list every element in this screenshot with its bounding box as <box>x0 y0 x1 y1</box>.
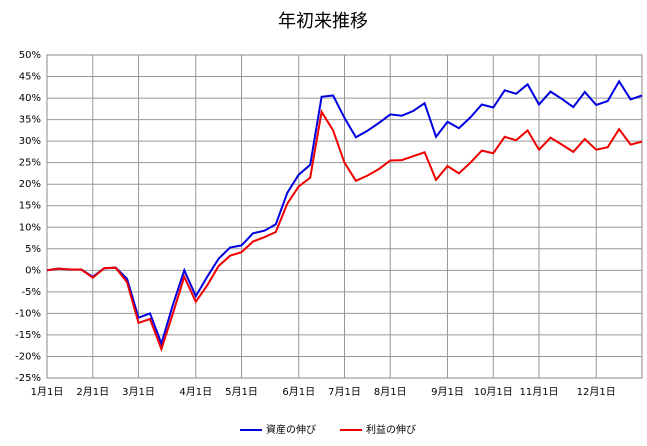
x-tick-label: 1月1日 <box>31 386 64 398</box>
y-tick-label: 35% <box>19 115 41 126</box>
legend-label: 利益の伸び <box>366 423 416 436</box>
x-tick-label: 10月1日 <box>474 386 513 398</box>
x-tick-label: 3月1日 <box>122 386 155 398</box>
x-tick-label: 11月1日 <box>519 386 558 398</box>
plot-border <box>46 54 643 379</box>
y-tick-label: 0% <box>25 265 41 276</box>
x-tick-label: 4月1日 <box>179 386 212 398</box>
series-line <box>46 109 643 353</box>
y-tick-label: -5% <box>22 287 41 298</box>
y-tick-label: 45% <box>19 72 41 83</box>
x-tick-label: 7月1日 <box>328 386 361 398</box>
y-tick-label: 5% <box>25 244 41 255</box>
y-tick-label: -15% <box>15 330 41 341</box>
x-tick-label: 9月1日 <box>431 386 464 398</box>
chart-title: 年初来推移 <box>278 11 368 32</box>
y-tick-label: 10% <box>19 222 41 233</box>
y-tick-label: 50% <box>19 50 41 61</box>
x-tick-label: 8月1日 <box>374 386 407 398</box>
series-line <box>46 79 643 347</box>
y-tick-label: -25% <box>15 373 41 384</box>
x-tick-label: 6月1日 <box>282 386 315 398</box>
y-tick-label: 20% <box>19 179 41 190</box>
x-tick-label: 5月1日 <box>225 386 258 398</box>
y-tick-label: 40% <box>19 93 41 104</box>
y-tick-label: -10% <box>15 308 41 319</box>
x-tick-label: 2月1日 <box>76 386 109 398</box>
y-tick-label: 25% <box>19 158 41 169</box>
x-tick-label: 12月1日 <box>577 386 616 398</box>
y-tick-label: -20% <box>15 351 41 362</box>
y-tick-label: 30% <box>19 136 41 147</box>
legend-label: 資産の伸び <box>266 423 316 436</box>
y-tick-label: 15% <box>19 201 41 212</box>
